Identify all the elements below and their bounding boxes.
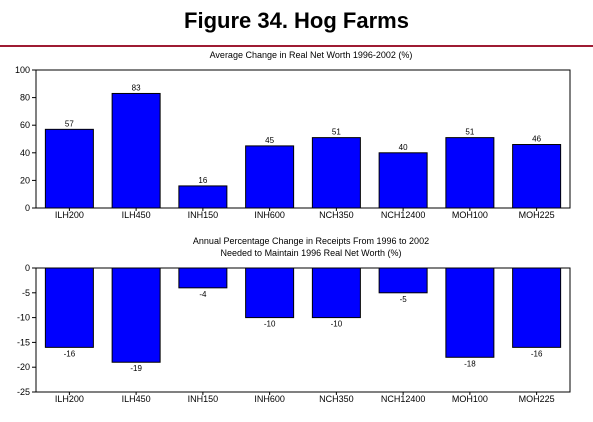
data-label: 57 [65, 119, 74, 128]
y-tick-label: 80 [20, 93, 30, 103]
x-tick-label: ILH450 [122, 394, 151, 404]
chart-title: Annual Percentage Change in Receipts Fro… [193, 236, 429, 246]
data-label: -16 [64, 349, 76, 358]
chart-subtitle: Needed to Maintain 1996 Real Net Worth (… [221, 248, 402, 258]
x-tick-label: INH150 [188, 210, 219, 220]
y-tick-label: -15 [17, 337, 30, 347]
x-tick-label: MOH100 [452, 394, 488, 404]
bar-nch12400 [378, 152, 428, 209]
chart-real-net-worth: Average Change in Real Net Worth 1996-20… [15, 50, 571, 220]
chart-receipts-change: Annual Percentage Change in Receipts Fro… [17, 236, 571, 404]
x-tick-label: NCH12400 [381, 394, 426, 404]
y-tick-label: 20 [20, 175, 30, 185]
plot-frame [35, 267, 571, 393]
y-tick-label: 40 [20, 148, 30, 158]
y-tick-label: 0 [25, 203, 30, 213]
bar-moh100 [445, 267, 495, 358]
x-tick-label: MOH225 [519, 394, 555, 404]
data-label: -10 [331, 320, 343, 329]
data-label: 51 [465, 128, 474, 137]
data-label: -10 [264, 320, 276, 329]
x-tick-label: INH150 [188, 394, 219, 404]
data-label: 16 [198, 176, 207, 185]
data-label: 46 [532, 135, 541, 144]
y-tick-label: 60 [20, 120, 30, 130]
bar-moh100 [445, 137, 495, 209]
x-tick-label: INH600 [254, 394, 285, 404]
x-tick-label: ILH450 [122, 210, 151, 220]
bar-inh600 [245, 267, 295, 319]
y-tick-label: -5 [22, 288, 30, 298]
x-tick-label: NCH12400 [381, 210, 426, 220]
bar-inh600 [245, 145, 295, 209]
data-label: -5 [400, 295, 408, 304]
bar-nch12400 [378, 267, 428, 294]
bar-ilh450 [111, 92, 161, 209]
x-tick-label: MOH100 [452, 210, 488, 220]
x-tick-label: NCH350 [319, 210, 354, 220]
data-label: -19 [130, 364, 142, 373]
x-tick-label: NCH350 [319, 394, 354, 404]
bar-ilh200 [44, 267, 94, 348]
y-tick-label: -20 [17, 362, 30, 372]
y-tick-label: -10 [17, 313, 30, 323]
bar-ilh450 [111, 267, 161, 363]
data-label: 83 [132, 83, 141, 92]
data-label: -4 [199, 290, 207, 299]
plot-frame [35, 69, 571, 209]
figure-title: Figure 34. Hog Farms [184, 8, 409, 33]
x-tick-label: INH600 [254, 210, 285, 220]
bar-nch350 [311, 267, 361, 319]
y-tick-label: 100 [15, 65, 30, 75]
y-tick-label: 0 [25, 263, 30, 273]
bar-moh225 [512, 267, 562, 348]
data-label: 45 [265, 136, 274, 145]
chart-title: Average Change in Real Net Worth 1996-20… [210, 50, 413, 60]
bar-nch350 [311, 137, 361, 209]
bar-moh225 [512, 144, 562, 209]
x-tick-label: ILH200 [55, 210, 84, 220]
title-rule [0, 45, 593, 47]
data-label: -16 [531, 349, 543, 358]
bar-inh150 [178, 267, 228, 289]
y-tick-label: -25 [17, 387, 30, 397]
data-label: 51 [332, 128, 341, 137]
data-label: 40 [399, 143, 408, 152]
x-tick-label: ILH200 [55, 394, 84, 404]
x-tick-label: MOH225 [519, 210, 555, 220]
data-label: -18 [464, 359, 476, 368]
bar-ilh200 [44, 128, 94, 209]
bar-inh150 [178, 185, 228, 209]
